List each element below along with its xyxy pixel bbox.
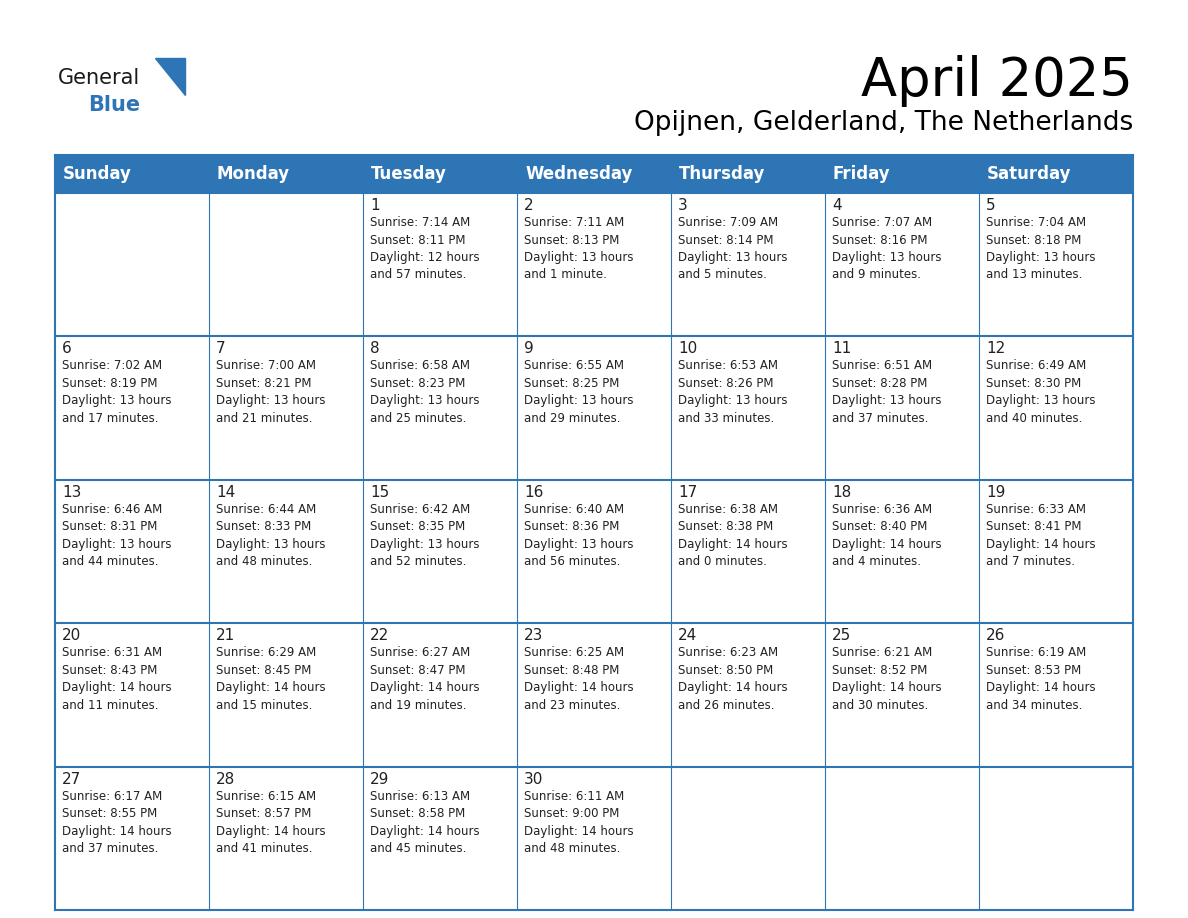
Text: Sunrise: 6:46 AM
Sunset: 8:31 PM
Daylight: 13 hours
and 44 minutes.: Sunrise: 6:46 AM Sunset: 8:31 PM Dayligh…: [62, 503, 171, 568]
Text: 6: 6: [62, 341, 71, 356]
Text: Sunrise: 6:29 AM
Sunset: 8:45 PM
Daylight: 14 hours
and 15 minutes.: Sunrise: 6:29 AM Sunset: 8:45 PM Dayligh…: [216, 646, 326, 711]
Text: April 2025: April 2025: [861, 55, 1133, 107]
Text: Sunrise: 7:04 AM
Sunset: 8:18 PM
Daylight: 13 hours
and 13 minutes.: Sunrise: 7:04 AM Sunset: 8:18 PM Dayligh…: [986, 216, 1095, 282]
Text: 14: 14: [216, 485, 235, 499]
Text: Sunrise: 6:49 AM
Sunset: 8:30 PM
Daylight: 13 hours
and 40 minutes.: Sunrise: 6:49 AM Sunset: 8:30 PM Dayligh…: [986, 360, 1095, 425]
Text: Sunday: Sunday: [63, 165, 132, 183]
Text: 15: 15: [369, 485, 390, 499]
Text: Tuesday: Tuesday: [371, 165, 447, 183]
Text: Sunrise: 6:25 AM
Sunset: 8:48 PM
Daylight: 14 hours
and 23 minutes.: Sunrise: 6:25 AM Sunset: 8:48 PM Dayligh…: [524, 646, 633, 711]
Text: Sunrise: 6:55 AM
Sunset: 8:25 PM
Daylight: 13 hours
and 29 minutes.: Sunrise: 6:55 AM Sunset: 8:25 PM Dayligh…: [524, 360, 633, 425]
Text: Sunrise: 6:36 AM
Sunset: 8:40 PM
Daylight: 14 hours
and 4 minutes.: Sunrise: 6:36 AM Sunset: 8:40 PM Dayligh…: [832, 503, 942, 568]
Text: Sunrise: 7:02 AM
Sunset: 8:19 PM
Daylight: 13 hours
and 17 minutes.: Sunrise: 7:02 AM Sunset: 8:19 PM Dayligh…: [62, 360, 171, 425]
Text: 25: 25: [832, 628, 852, 644]
Text: Sunrise: 6:11 AM
Sunset: 9:00 PM
Daylight: 14 hours
and 48 minutes.: Sunrise: 6:11 AM Sunset: 9:00 PM Dayligh…: [524, 789, 633, 855]
Text: 20: 20: [62, 628, 81, 644]
Text: 21: 21: [216, 628, 235, 644]
Text: Sunrise: 6:17 AM
Sunset: 8:55 PM
Daylight: 14 hours
and 37 minutes.: Sunrise: 6:17 AM Sunset: 8:55 PM Dayligh…: [62, 789, 171, 855]
Text: 30: 30: [524, 772, 543, 787]
Bar: [55, 155, 1133, 193]
Text: 5: 5: [986, 198, 996, 213]
Text: Sunrise: 6:44 AM
Sunset: 8:33 PM
Daylight: 13 hours
and 48 minutes.: Sunrise: 6:44 AM Sunset: 8:33 PM Dayligh…: [216, 503, 326, 568]
Text: Sunrise: 7:07 AM
Sunset: 8:16 PM
Daylight: 13 hours
and 9 minutes.: Sunrise: 7:07 AM Sunset: 8:16 PM Dayligh…: [832, 216, 942, 282]
Text: Sunrise: 6:31 AM
Sunset: 8:43 PM
Daylight: 14 hours
and 11 minutes.: Sunrise: 6:31 AM Sunset: 8:43 PM Dayligh…: [62, 646, 171, 711]
Text: 2: 2: [524, 198, 533, 213]
Text: Wednesday: Wednesday: [525, 165, 632, 183]
Text: 19: 19: [986, 485, 1005, 499]
Text: Sunrise: 6:15 AM
Sunset: 8:57 PM
Daylight: 14 hours
and 41 minutes.: Sunrise: 6:15 AM Sunset: 8:57 PM Dayligh…: [216, 789, 326, 855]
Text: Sunrise: 6:27 AM
Sunset: 8:47 PM
Daylight: 14 hours
and 19 minutes.: Sunrise: 6:27 AM Sunset: 8:47 PM Dayligh…: [369, 646, 480, 711]
Text: 23: 23: [524, 628, 543, 644]
Text: Sunrise: 6:53 AM
Sunset: 8:26 PM
Daylight: 13 hours
and 33 minutes.: Sunrise: 6:53 AM Sunset: 8:26 PM Dayligh…: [678, 360, 788, 425]
Text: Sunrise: 7:11 AM
Sunset: 8:13 PM
Daylight: 13 hours
and 1 minute.: Sunrise: 7:11 AM Sunset: 8:13 PM Dayligh…: [524, 216, 633, 282]
Text: 3: 3: [678, 198, 688, 213]
Text: Sunrise: 6:40 AM
Sunset: 8:36 PM
Daylight: 13 hours
and 56 minutes.: Sunrise: 6:40 AM Sunset: 8:36 PM Dayligh…: [524, 503, 633, 568]
Text: Thursday: Thursday: [680, 165, 765, 183]
Text: Sunrise: 7:09 AM
Sunset: 8:14 PM
Daylight: 13 hours
and 5 minutes.: Sunrise: 7:09 AM Sunset: 8:14 PM Dayligh…: [678, 216, 788, 282]
Text: 27: 27: [62, 772, 81, 787]
Text: 22: 22: [369, 628, 390, 644]
Polygon shape: [154, 58, 185, 95]
Bar: [55, 336, 1133, 480]
Text: 28: 28: [216, 772, 235, 787]
Text: Monday: Monday: [217, 165, 290, 183]
Text: Friday: Friday: [833, 165, 891, 183]
Text: Sunrise: 6:58 AM
Sunset: 8:23 PM
Daylight: 13 hours
and 25 minutes.: Sunrise: 6:58 AM Sunset: 8:23 PM Dayligh…: [369, 360, 480, 425]
Text: 4: 4: [832, 198, 841, 213]
Text: 9: 9: [524, 341, 533, 356]
Text: Opijnen, Gelderland, The Netherlands: Opijnen, Gelderland, The Netherlands: [633, 110, 1133, 136]
Text: Sunrise: 6:19 AM
Sunset: 8:53 PM
Daylight: 14 hours
and 34 minutes.: Sunrise: 6:19 AM Sunset: 8:53 PM Dayligh…: [986, 646, 1095, 711]
Text: 26: 26: [986, 628, 1005, 644]
Bar: [55, 767, 1133, 910]
Text: 13: 13: [62, 485, 81, 499]
Text: Sunrise: 7:14 AM
Sunset: 8:11 PM
Daylight: 12 hours
and 57 minutes.: Sunrise: 7:14 AM Sunset: 8:11 PM Dayligh…: [369, 216, 480, 282]
Text: Saturday: Saturday: [987, 165, 1072, 183]
Bar: [55, 193, 1133, 336]
Text: Sunrise: 6:38 AM
Sunset: 8:38 PM
Daylight: 14 hours
and 0 minutes.: Sunrise: 6:38 AM Sunset: 8:38 PM Dayligh…: [678, 503, 788, 568]
Text: 18: 18: [832, 485, 852, 499]
Text: 29: 29: [369, 772, 390, 787]
Text: 24: 24: [678, 628, 697, 644]
Text: Sunrise: 6:51 AM
Sunset: 8:28 PM
Daylight: 13 hours
and 37 minutes.: Sunrise: 6:51 AM Sunset: 8:28 PM Dayligh…: [832, 360, 942, 425]
Text: 12: 12: [986, 341, 1005, 356]
Text: Blue: Blue: [88, 95, 140, 115]
Text: Sunrise: 6:33 AM
Sunset: 8:41 PM
Daylight: 14 hours
and 7 minutes.: Sunrise: 6:33 AM Sunset: 8:41 PM Dayligh…: [986, 503, 1095, 568]
Text: 16: 16: [524, 485, 543, 499]
Text: 1: 1: [369, 198, 380, 213]
Text: Sunrise: 6:21 AM
Sunset: 8:52 PM
Daylight: 14 hours
and 30 minutes.: Sunrise: 6:21 AM Sunset: 8:52 PM Dayligh…: [832, 646, 942, 711]
Text: 10: 10: [678, 341, 697, 356]
Text: Sunrise: 7:00 AM
Sunset: 8:21 PM
Daylight: 13 hours
and 21 minutes.: Sunrise: 7:00 AM Sunset: 8:21 PM Dayligh…: [216, 360, 326, 425]
Text: Sunrise: 6:13 AM
Sunset: 8:58 PM
Daylight: 14 hours
and 45 minutes.: Sunrise: 6:13 AM Sunset: 8:58 PM Dayligh…: [369, 789, 480, 855]
Text: 7: 7: [216, 341, 226, 356]
Bar: [55, 623, 1133, 767]
Text: 11: 11: [832, 341, 852, 356]
Text: 8: 8: [369, 341, 380, 356]
Bar: [55, 480, 1133, 623]
Text: General: General: [58, 68, 140, 88]
Text: Sunrise: 6:23 AM
Sunset: 8:50 PM
Daylight: 14 hours
and 26 minutes.: Sunrise: 6:23 AM Sunset: 8:50 PM Dayligh…: [678, 646, 788, 711]
Text: Sunrise: 6:42 AM
Sunset: 8:35 PM
Daylight: 13 hours
and 52 minutes.: Sunrise: 6:42 AM Sunset: 8:35 PM Dayligh…: [369, 503, 480, 568]
Text: 17: 17: [678, 485, 697, 499]
